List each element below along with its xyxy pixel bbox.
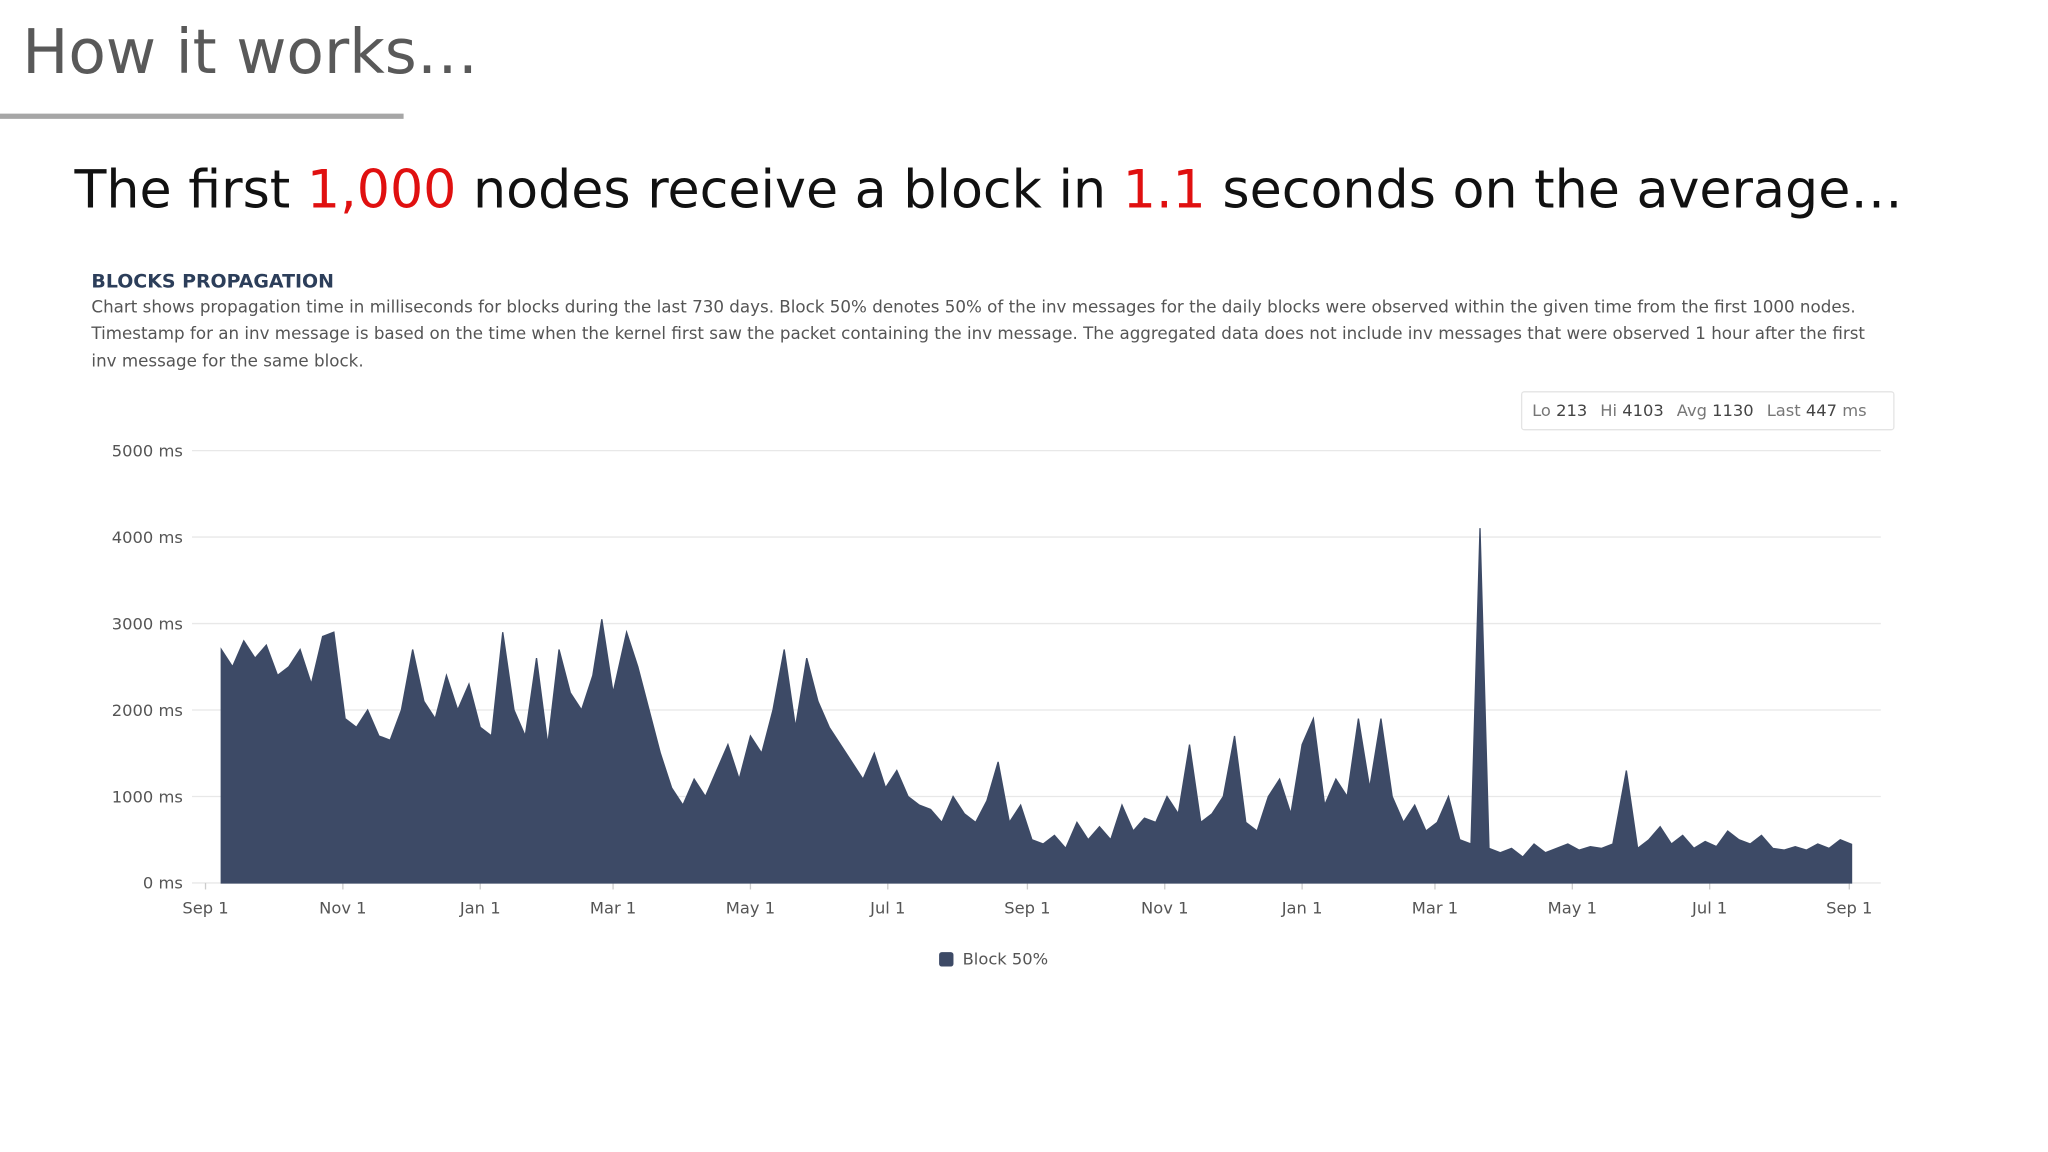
x-tick-label: Sep 1 <box>182 899 228 918</box>
x-tick-label: Sep 1 <box>1004 899 1050 918</box>
y-tick-label: 4000 ms <box>112 528 183 547</box>
x-tick-label: May 1 <box>726 899 775 918</box>
subtitle-part: The first <box>73 160 306 220</box>
stat-value: 447 <box>1806 400 1837 419</box>
subtitle-part: nodes receive a block in <box>456 160 1122 220</box>
x-tick-label: Nov 1 <box>1141 899 1188 918</box>
x-tick-label: May 1 <box>1548 899 1597 918</box>
y-tick-label: 5000 ms <box>112 441 183 460</box>
chart-description: Timestamp for an inv message is based on… <box>90 323 1865 343</box>
stats-box <box>1520 391 1895 431</box>
slide-heading: How it works… <box>22 17 478 88</box>
stat-label: Lo <box>1532 400 1551 419</box>
x-tick-label: Sep 1 <box>1826 899 1872 918</box>
subtitle-part: seconds on the average… <box>1206 160 1903 220</box>
stat-label: Last <box>1767 400 1801 419</box>
chart-description: Chart shows propagation time in millisec… <box>91 297 1855 317</box>
legend-label: Block 50% <box>963 950 1049 969</box>
slide-subtitle: The first 1,000 nodes receive a block in… <box>73 160 1902 220</box>
stat-label: Hi <box>1600 400 1617 419</box>
x-tick-label: Mar 1 <box>590 899 636 918</box>
y-tick-label: 1000 ms <box>112 787 183 806</box>
y-tick-label: 0 ms <box>143 874 183 893</box>
area <box>220 528 1853 884</box>
x-tick-label: Nov 1 <box>319 899 366 918</box>
x-tick-label: Jul 1 <box>1691 899 1727 918</box>
legend-swatch <box>939 952 954 967</box>
subtitle-highlight: 1,000 <box>307 160 457 220</box>
stat-value: 213 <box>1556 400 1587 419</box>
x-tick-label: Jan 1 <box>459 899 501 918</box>
y-tick-label: 3000 ms <box>112 614 183 633</box>
heading-underline <box>0 113 404 119</box>
stat-unit: ms <box>1842 400 1866 419</box>
stats: Lo 213 Hi 4103 Avg 1130 Last 447 ms <box>1532 400 1867 419</box>
subtitle-highlight: 1.1 <box>1123 160 1206 220</box>
x-tick-label: Mar 1 <box>1412 899 1458 918</box>
y-tick-label: 2000 ms <box>112 701 183 720</box>
x-tick-label: Jul 1 <box>869 899 905 918</box>
stat-value: 4103 <box>1622 400 1664 419</box>
chart-description: inv message for the same block. <box>91 350 363 370</box>
stat-value: 1130 <box>1712 400 1754 419</box>
chart-title: BLOCKS PROPAGATION <box>91 271 334 293</box>
x-tick-label: Jan 1 <box>1281 899 1323 918</box>
stat-label: Avg <box>1677 400 1707 419</box>
